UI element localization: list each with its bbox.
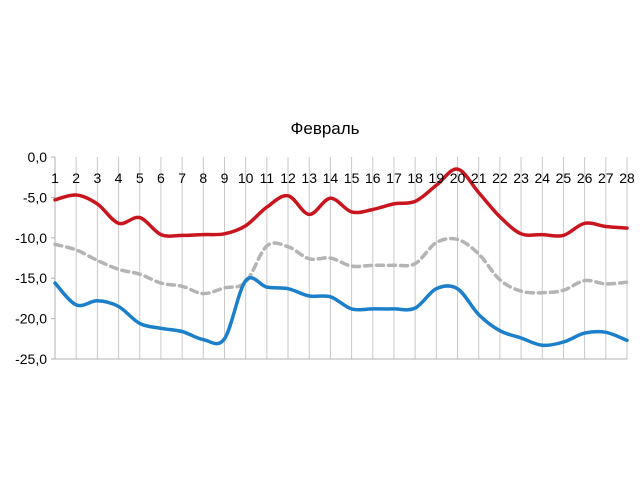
axes — [51, 156, 627, 360]
x-tick-label: 22 — [492, 170, 508, 186]
x-tick-label: 8 — [199, 170, 207, 186]
x-tick-label: 27 — [598, 170, 614, 186]
x-tick-label: 18 — [407, 170, 423, 186]
y-tick-label: -5,0 — [23, 189, 47, 205]
y-axis-tick-labels: 0,0 -5,0 -10,0 -15,0 -20,0 -25,0 — [15, 149, 47, 367]
grid — [54, 157, 628, 359]
x-tick-label: 4 — [115, 170, 123, 186]
series-line-3 — [53, 276, 629, 348]
x-tick-label: 19 — [429, 170, 445, 186]
x-tick-label: 17 — [386, 170, 402, 186]
x-tick-label: 20 — [450, 170, 466, 186]
x-tick-label: 5 — [136, 170, 144, 186]
x-tick-label: 6 — [157, 170, 165, 186]
x-tick-label: 2 — [72, 170, 80, 186]
x-tick-label: 14 — [323, 170, 339, 186]
y-tick-label: -10,0 — [15, 230, 47, 246]
chart-title: Февраль — [290, 119, 359, 138]
y-tick-label: 0,0 — [28, 149, 48, 165]
x-tick-label: 21 — [471, 170, 487, 186]
x-tick-label: 25 — [556, 170, 572, 186]
y-tick-label: -15,0 — [15, 270, 47, 286]
x-axis-tick-labels: 1 2 3 4 5 6 7 8 9 10 11 12 13 14 15 16 17 18 19 20 21 22 23 24 2… — [51, 170, 635, 186]
x-tick-label: 26 — [577, 170, 593, 186]
series-line-2 — [53, 236, 629, 296]
x-tick-label: 11 — [260, 170, 275, 186]
x-tick-label: 12 — [280, 170, 296, 186]
x-tick-label: 9 — [221, 170, 229, 186]
x-tick-label: 13 — [301, 170, 317, 186]
x-tick-label: 1 — [51, 170, 59, 186]
x-tick-label: 15 — [344, 170, 360, 186]
x-tick-label: 28 — [619, 170, 635, 186]
series-lines — [53, 167, 629, 348]
x-tick-label: 23 — [513, 170, 529, 186]
x-tick-label: 7 — [178, 170, 186, 186]
x-tick-label: 24 — [534, 170, 550, 186]
y-tick-label: -20,0 — [15, 311, 47, 327]
series-line-1 — [53, 167, 629, 238]
x-tick-label: 16 — [365, 170, 381, 186]
x-tick-label: 3 — [93, 170, 101, 186]
y-tick-label: -25,0 — [15, 351, 47, 367]
x-tick-label: 10 — [238, 170, 254, 186]
